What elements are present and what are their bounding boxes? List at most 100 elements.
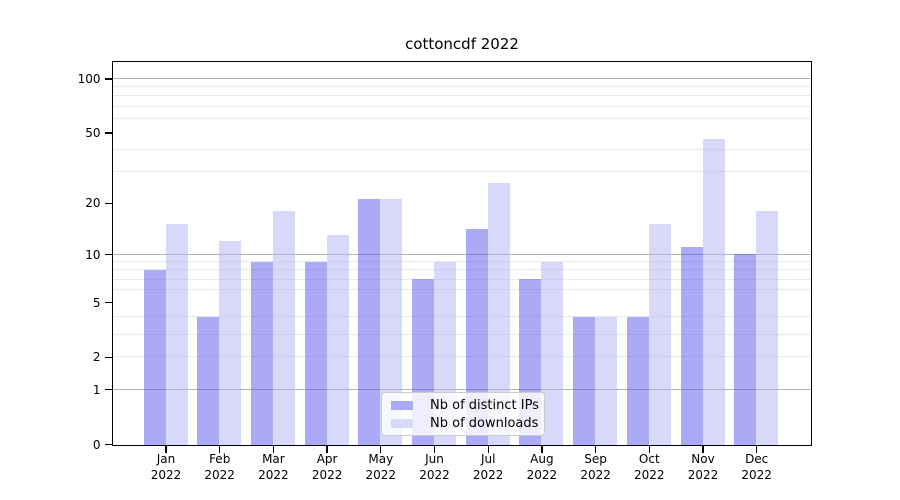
x-tick-month: Sep (584, 451, 607, 466)
x-tick-mark (756, 446, 758, 453)
x-tick-year: 2022 (741, 467, 772, 482)
legend-item-downloads: Nb of downloads (391, 416, 544, 431)
x-tick-label: Dec 2022 (725, 451, 789, 483)
y-gridline-minor (112, 95, 811, 97)
x-tick-month: Oct (638, 451, 660, 466)
y-gridline-minor (112, 86, 811, 88)
y-gridline-major (112, 77, 811, 79)
x-tick-label: Jul 2022 (456, 451, 520, 483)
x-tick-label: Nov 2022 (671, 451, 735, 483)
y-gridline-minor (112, 269, 811, 271)
legend: Nb of distinct IPs Nb of downloads (381, 392, 545, 436)
x-tick-label: Feb 2022 (188, 451, 252, 483)
y-tick-mark (104, 78, 112, 80)
x-tick-month: Dec (745, 451, 769, 466)
plot-area (111, 60, 812, 446)
x-tick-mark (433, 446, 436, 453)
y-tick-label: 50 (85, 126, 101, 141)
y-gridline-minor (112, 171, 811, 173)
y-gridline-minor (112, 316, 811, 317)
bar-downloads (756, 210, 779, 445)
y-tick-mark (104, 132, 112, 134)
bar-distinct-ips (197, 316, 220, 445)
y-tick-mark (104, 443, 112, 446)
x-tick-mark (272, 446, 275, 453)
x-tick-label: Oct 2022 (617, 451, 681, 483)
x-tick-label: Apr 2022 (295, 451, 359, 483)
x-tick-month: Aug (530, 451, 554, 466)
x-tick-label: Mar 2022 (241, 451, 305, 483)
x-tick-mark (326, 446, 328, 453)
x-tick-year: 2022 (526, 467, 558, 482)
x-tick-month: Feb (209, 451, 231, 466)
legend-swatch-downloads-icon (391, 418, 413, 428)
y-gridline-minor (112, 333, 811, 335)
legend-label: Nb of downloads (430, 415, 539, 431)
y-gridline-major (112, 253, 811, 255)
bar-downloads (702, 139, 725, 445)
x-tick-label: Jan 2022 (134, 451, 198, 483)
bar-downloads (326, 234, 349, 445)
x-tick-mark (594, 446, 597, 453)
bar-downloads (165, 224, 188, 445)
x-tick-month: Apr (316, 451, 338, 466)
y-tick-mark (104, 202, 112, 205)
x-tick-mark (541, 446, 543, 453)
y-gridline-minor (112, 149, 811, 151)
x-tick-month: Jun (425, 451, 444, 466)
x-tick-year: 2022 (472, 467, 504, 482)
bar-distinct-ips (304, 261, 327, 445)
bar-distinct-ips (573, 316, 596, 445)
x-tick-mark (165, 446, 167, 453)
y-tick-mark (104, 301, 112, 304)
y-tick-mark (104, 356, 112, 359)
chart-title: cottoncdf 2022 (405, 35, 519, 53)
plot-inner (112, 62, 811, 445)
x-tick-year: 2022 (311, 467, 343, 482)
bar-downloads (595, 316, 618, 445)
legend-label: Nb of distinct IPs (430, 397, 539, 413)
y-gridline-minor (112, 105, 811, 107)
x-tick-year: 2022 (634, 467, 665, 482)
y-tick-mark (104, 253, 112, 256)
x-tick-mark (648, 446, 650, 453)
x-tick-year: 2022 (204, 467, 235, 482)
y-tick-label: 10 (85, 247, 101, 262)
x-tick-month: Mar (262, 451, 285, 466)
bar-downloads (380, 199, 403, 445)
x-tick-month: Jan (156, 451, 176, 466)
bar-downloads (219, 240, 242, 445)
y-tick-label: 2 (92, 350, 101, 365)
bar-downloads (648, 224, 671, 445)
legend-item-distinct-ips: Nb of distinct IPs (391, 398, 544, 413)
bar-distinct-ips (250, 261, 273, 445)
bar-downloads (272, 210, 295, 445)
bar-distinct-ips (734, 254, 757, 445)
y-tick-label: 20 (85, 196, 101, 211)
bar-downloads (487, 182, 510, 445)
y-gridline-minor (112, 289, 811, 291)
legend-swatch-distinct-ips-icon (391, 400, 413, 410)
bar-distinct-ips (465, 229, 488, 445)
x-tick-month: May (368, 451, 394, 466)
bar-distinct-ips (143, 269, 166, 445)
x-tick-mark (487, 446, 489, 453)
y-tick-label: 5 (92, 295, 101, 310)
x-tick-label: Aug 2022 (510, 451, 574, 483)
x-tick-year: 2022 (365, 467, 397, 482)
x-tick-mark (219, 446, 221, 453)
x-tick-month: Nov (691, 451, 715, 466)
bar-distinct-ips (680, 247, 703, 445)
bar-distinct-ips (626, 316, 649, 445)
y-tick-mark (104, 388, 112, 391)
y-gridline-minor (112, 356, 811, 358)
x-tick-year: 2022 (419, 467, 450, 482)
y-gridline-minor (112, 278, 811, 280)
y-gridline-major (112, 388, 811, 390)
x-tick-year: 2022 (580, 467, 611, 482)
x-tick-mark (380, 446, 382, 453)
x-tick-year: 2022 (150, 467, 182, 482)
y-tick-label: 100 (77, 71, 101, 86)
bar-distinct-ips (358, 199, 381, 445)
